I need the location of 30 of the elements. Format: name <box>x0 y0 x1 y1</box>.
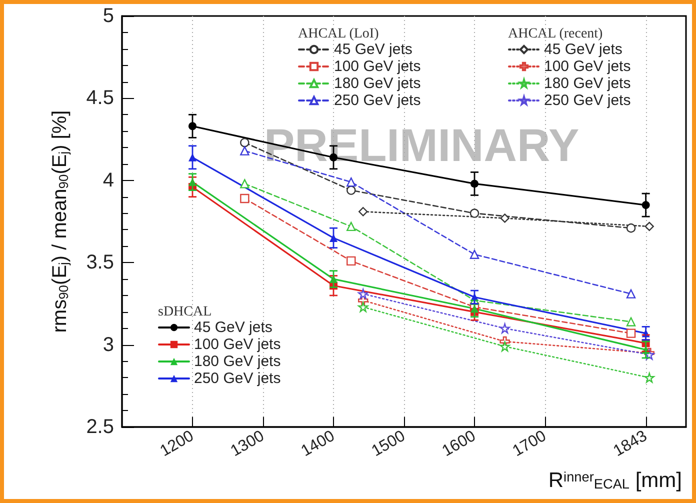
x-tick-label: 1400 <box>298 428 338 460</box>
legend-label: 100 GeV jets <box>334 58 421 75</box>
annotation: AHCAL (recent) <box>508 26 604 42</box>
text: rms90(Ej) / mean90(Ej) [%] <box>49 110 71 333</box>
y-tick-label: 3.5 <box>86 252 114 274</box>
legend-label: 45 GeV jets <box>334 41 412 58</box>
x-tick-label: 1600 <box>439 428 479 460</box>
legend-label: 100 GeV jets <box>194 336 281 353</box>
legend-label: 180 GeV jets <box>544 75 631 92</box>
x-tick-label: 1300 <box>228 428 268 460</box>
legend-label: 250 GeV jets <box>194 370 281 387</box>
x-tick-label: 1200 <box>157 428 197 460</box>
y-tick-label: 2.5 <box>86 416 114 438</box>
legend-label: 180 GeV jets <box>334 75 421 92</box>
legend-label: 250 GeV jets <box>544 92 631 109</box>
x-tick-label: 1700 <box>510 428 550 460</box>
legend-label: 45 GeV jets <box>194 319 272 336</box>
legend-label: 180 GeV jets <box>194 353 281 370</box>
legend-label: 250 GeV jets <box>334 92 421 109</box>
annotation: AHCAL (LoI) <box>298 26 380 42</box>
x-tick-label: 1843 <box>610 428 650 460</box>
legend-label: 45 GeV jets <box>544 41 622 58</box>
y-tick-label: 3 <box>102 334 114 356</box>
y-tick-label: 4.5 <box>86 87 114 110</box>
annotation: PRELIMINARY <box>264 119 580 171</box>
legend-label: 100 GeV jets <box>544 58 631 75</box>
y-tick-label: 4 <box>102 169 114 192</box>
x-tick-label: 1500 <box>368 428 408 460</box>
annotation: sDHCAL <box>158 304 212 320</box>
y-tick-label: 5 <box>102 5 114 27</box>
